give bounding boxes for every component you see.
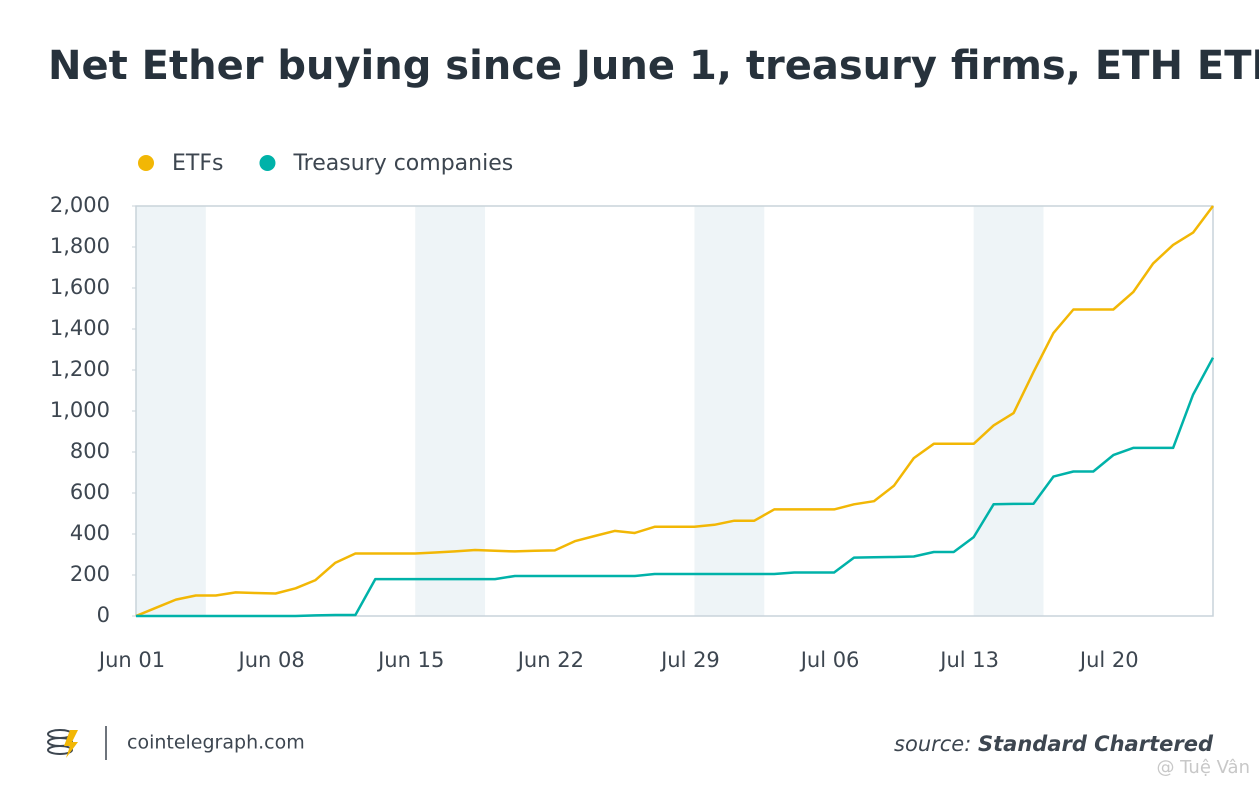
legend-label: ETFs — [172, 151, 223, 176]
x-tick-label: Jul 06 — [799, 648, 860, 672]
x-tick-label: Jun 01 — [97, 648, 165, 672]
logo — [47, 726, 107, 760]
series-line — [136, 357, 1215, 618]
series-line — [135, 205, 1215, 618]
week-band — [136, 206, 206, 616]
y-tick-label: 1,000 — [50, 398, 110, 422]
legend-marker — [138, 155, 154, 171]
x-tick-label: Jun 08 — [237, 648, 305, 672]
y-tick-label: 0 — [97, 603, 110, 627]
source-name: Standard Chartered — [978, 732, 1214, 756]
x-tick-label: Jun 22 — [516, 648, 584, 672]
y-tick-label: 200 — [70, 562, 110, 586]
x-tick-label: Jul 29 — [659, 648, 720, 672]
legend-marker — [259, 155, 276, 171]
y-tick-label: 800 — [70, 439, 110, 463]
x-tick-label: Jun 15 — [376, 648, 444, 672]
plot-border — [135, 205, 1214, 617]
legend-label: Treasury companies — [292, 151, 513, 176]
y-tick-label: 2,000 — [50, 193, 110, 217]
week-band — [415, 206, 486, 616]
week-band — [694, 206, 765, 616]
chart-title: Net Ether buying since June 1, treasury … — [48, 43, 1259, 89]
y-tick-label: 1,800 — [50, 234, 110, 258]
y-tick-label: 400 — [70, 521, 110, 545]
y-tick-label: 1,600 — [50, 275, 110, 299]
week-band — [973, 206, 1044, 616]
x-tick-label: Jul 13 — [938, 648, 999, 672]
source: source: Standard Chartered — [894, 732, 1214, 756]
watermark: @ Tuệ Vân — [1156, 757, 1250, 778]
y-tick-label: 1,400 — [50, 316, 110, 340]
site-name: cointelegraph.com — [127, 732, 305, 754]
x-tick-label: Jul 20 — [1078, 648, 1139, 672]
y-tick-label: 600 — [70, 480, 110, 504]
y-tick-label: 1,200 — [50, 357, 110, 381]
source-prefix: source: — [894, 732, 971, 756]
